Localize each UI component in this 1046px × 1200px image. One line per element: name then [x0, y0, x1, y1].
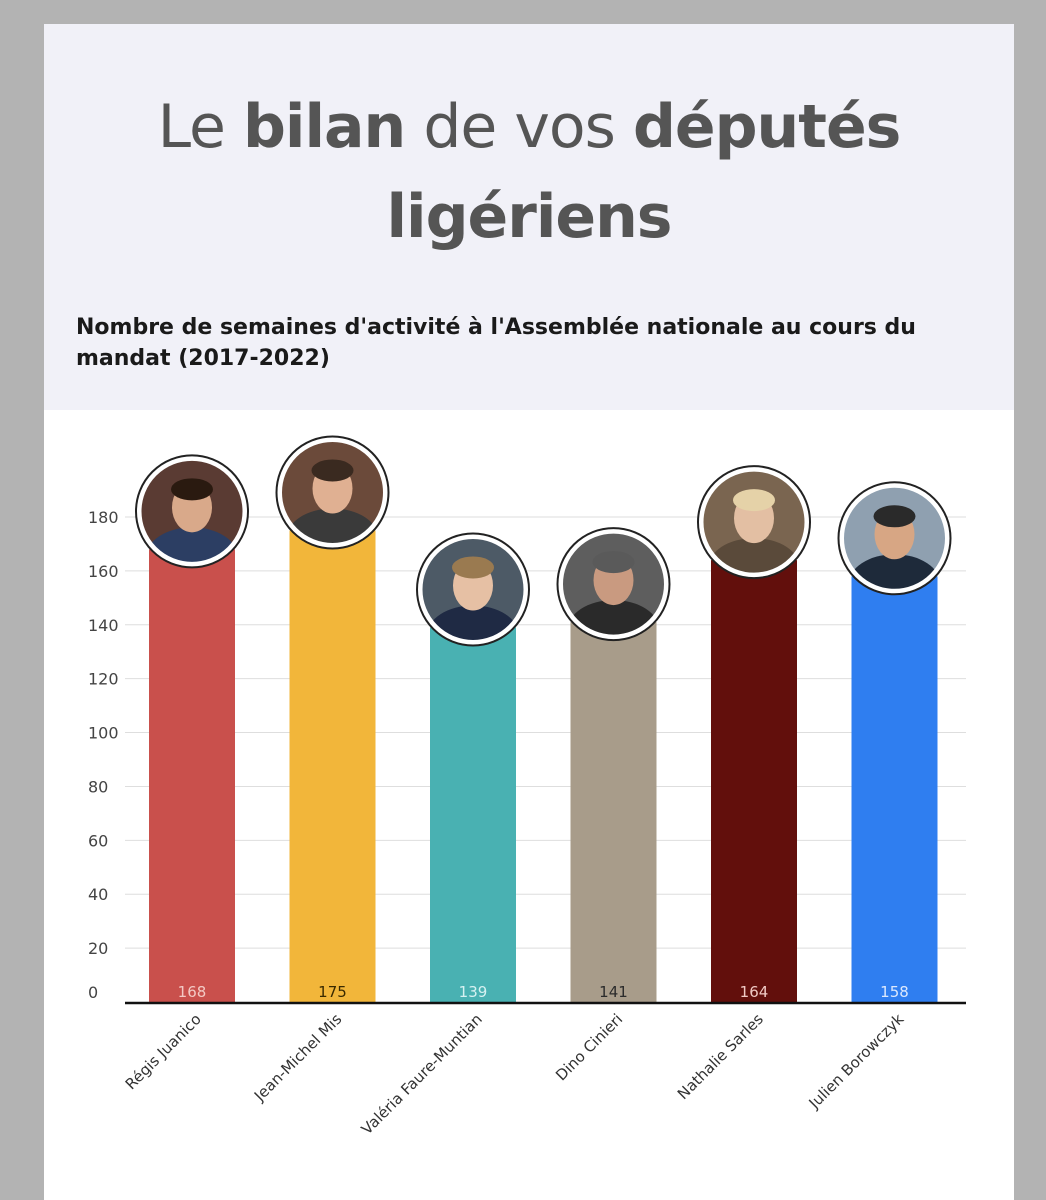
portrait-photo-2 [421, 537, 525, 642]
category-label-2: Valéria Faure-Muntian [358, 1010, 486, 1138]
category-label-5: Julien Borowczyk [805, 1010, 908, 1113]
title-part-2: de vos [405, 92, 633, 162]
bar-value-label-2: 139 [459, 983, 488, 1001]
y-tick-label-60: 60 [88, 831, 108, 850]
bar-3 [570, 622, 657, 1002]
portrait-photo-5 [842, 486, 947, 591]
portrait-outline-3 [556, 527, 671, 642]
bar-value-label-1: 175 [318, 983, 347, 1001]
bar-2 [430, 627, 516, 1002]
title-part-3: députés [632, 92, 901, 162]
portrait-ring-5 [839, 482, 950, 594]
y-tick-label-120: 120 [88, 670, 119, 689]
bar-5 [851, 576, 938, 1002]
portrait-ring-1 [277, 436, 388, 548]
bar-value-label-4: 164 [740, 983, 769, 1001]
category-label-4: Nathalie Sarles [674, 1010, 767, 1103]
portrait-photo-4 [702, 470, 806, 575]
bar-1 [289, 530, 376, 1002]
category-label-0: Régis Juanico [122, 1010, 205, 1093]
y-tick-label-20: 20 [88, 939, 108, 958]
page-title: Le bilan de vos députés ligériens [44, 82, 1014, 262]
portrait-photo-0 [140, 459, 244, 564]
portrait-ring-2 [417, 533, 529, 645]
portrait-photo-3 [561, 532, 666, 637]
bar-value-label-5: 158 [880, 983, 909, 1001]
portrait-photo-1 [280, 440, 385, 545]
portrait-ring-4 [698, 466, 810, 578]
portrait-outline-5 [837, 481, 952, 596]
portrait-outline-2 [416, 532, 530, 647]
category-label-1: Jean-Michel Mis [250, 1010, 345, 1105]
y-tick-label-80: 80 [88, 777, 108, 796]
header-panel: Le bilan de vos députés ligériens Nombre … [44, 24, 1014, 410]
title-part-1: bilan [242, 92, 406, 162]
bar-0 [149, 549, 235, 1002]
portrait-outline-4 [697, 465, 811, 580]
portrait-ring-0 [136, 455, 248, 567]
chart-subtitle: Nombre de semaines d'activité à l'Assemb… [76, 315, 916, 371]
y-tick-label-140: 140 [88, 616, 119, 635]
bar-value-label-0: 168 [178, 983, 207, 1001]
y-tick-label-180: 180 [88, 508, 119, 527]
bar-4 [711, 560, 797, 1002]
y-tick-label-160: 160 [88, 562, 119, 581]
y-tick-label-0: 0 [88, 983, 98, 1002]
category-label-3: Dino Cinieri [552, 1010, 626, 1084]
title-part-0: Le [157, 92, 243, 162]
title-part-4: ligériens [386, 182, 672, 252]
bar-value-label-3: 141 [599, 983, 628, 1001]
y-tick-label-40: 40 [88, 885, 108, 904]
y-tick-label-100: 100 [88, 724, 119, 743]
portrait-outline-0 [135, 454, 249, 569]
portrait-outline-1 [275, 435, 390, 550]
portrait-ring-3 [558, 528, 669, 640]
